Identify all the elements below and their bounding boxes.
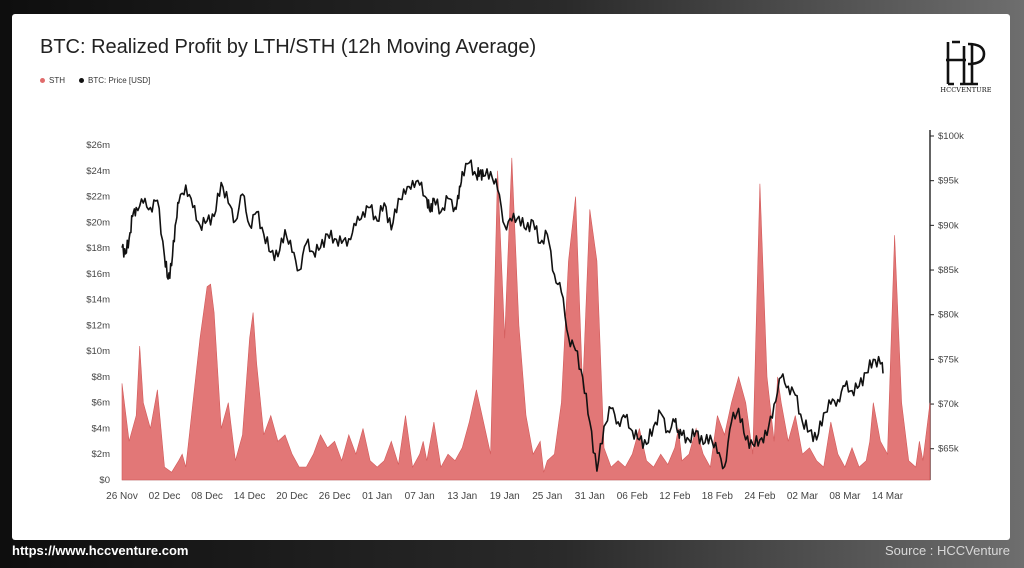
x-tick-label: 07 Jan <box>405 491 435 502</box>
chart-title: BTC: Realized Profit by LTH/STH (12h Mov… <box>40 36 537 58</box>
y-right-tick-label: $75k <box>938 354 959 365</box>
x-tick-label: 31 Jan <box>575 491 605 502</box>
y-left-tick-label: $10m <box>86 346 110 357</box>
x-tick-label: 19 Jan <box>490 491 520 502</box>
x-tick-label: 20 Dec <box>276 491 308 502</box>
y-right-tick-label: $100k <box>938 131 964 142</box>
x-tick-label: 01 Jan <box>362 491 392 502</box>
y-left-tick-label: $14m <box>86 295 110 306</box>
logo-icon <box>946 40 986 86</box>
y-left-tick-label: $12m <box>86 320 110 331</box>
y-right-tick-label: $70k <box>938 399 959 410</box>
legend-label-price: BTC: Price [USD] <box>88 76 151 85</box>
brand-logo: HCCVENTURE <box>938 40 998 94</box>
x-tick-label: 25 Jan <box>532 491 562 502</box>
legend-item-price[interactable]: BTC: Price [USD] <box>79 76 150 85</box>
x-tick-label: 14 Dec <box>234 491 266 502</box>
legend-dot-price <box>79 78 84 83</box>
website-link[interactable]: https://www.hccventure.com <box>12 543 189 558</box>
chart-legend: STH BTC: Price [USD] <box>40 76 150 85</box>
legend-dot-sth <box>40 78 45 83</box>
x-tick-label: 08 Mar <box>829 491 861 502</box>
y-left-tick-label: $16m <box>86 269 110 280</box>
y-left-tick-label: $18m <box>86 243 110 254</box>
x-tick-label: 26 Dec <box>319 491 351 502</box>
y-left-tick-label: $24m <box>86 166 110 177</box>
y-left-tick-label: $6m <box>92 398 111 409</box>
chart-svg: $0 $2m $4m $6m $8m $10m $12m $14m $16m $18m $20m $2… <box>86 130 964 502</box>
y-left-tick-label: $20m <box>86 217 110 228</box>
x-tick-label: 24 Feb <box>744 491 776 502</box>
y-left-tick-label: $26m <box>86 140 110 151</box>
x-tick-label: 02 Dec <box>149 491 181 502</box>
logo-text: HCCVENTURE <box>940 86 992 94</box>
x-tick-label: 26 Nov <box>106 491 138 502</box>
x-tick-label: 08 Dec <box>191 491 223 502</box>
legend-item-sth[interactable]: STH <box>40 76 65 85</box>
y-right-tick-label: $65k <box>938 444 959 455</box>
price-line <box>121 159 884 472</box>
chart-card: $0 $2m $4m $6m $8m $10m $12m $14m $16m $18m $20m $2… <box>12 14 1010 540</box>
x-tick-label: 18 Feb <box>702 491 734 502</box>
y-left-tick-label: $8m <box>92 372 111 383</box>
y-right-tick-label: $85k <box>938 265 959 276</box>
legend-label-sth: STH <box>49 76 65 85</box>
y-right-tick-label: $80k <box>938 310 959 321</box>
x-tick-label: 12 Feb <box>659 491 691 502</box>
y-right-tick-label: $90k <box>938 220 959 231</box>
source-credit: Source : HCCVenture <box>884 543 1010 558</box>
x-tick-label: 06 Feb <box>617 491 649 502</box>
x-tick-label: 14 Mar <box>872 491 904 502</box>
y-right-tick-label: $95k <box>938 176 959 187</box>
y-left-tick-label: $22m <box>86 192 110 203</box>
x-tick-label: 13 Jan <box>447 491 477 502</box>
y-left-tick-label: $4m <box>92 423 111 434</box>
x-tick-label: 02 Mar <box>787 491 819 502</box>
y-left-tick-label: $0 <box>99 475 110 486</box>
y-left-tick-label: $2m <box>92 449 111 460</box>
sth-area <box>121 157 931 481</box>
